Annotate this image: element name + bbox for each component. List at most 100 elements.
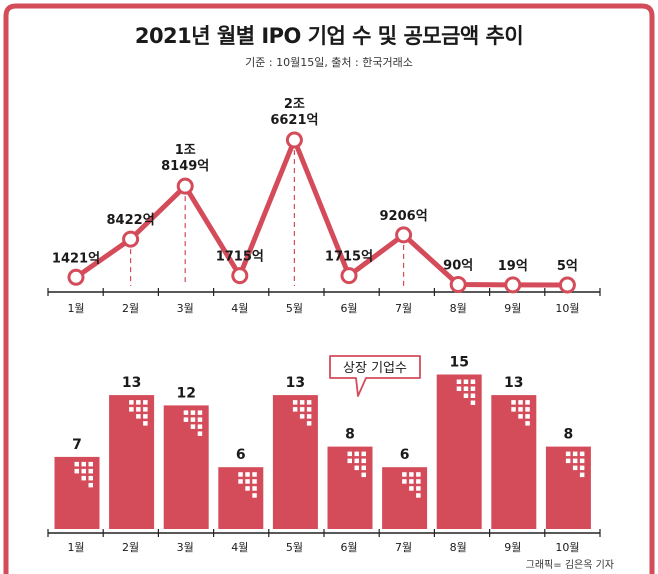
window-square	[129, 407, 134, 412]
window-square	[299, 407, 305, 412]
x-tick-label: 5월	[286, 302, 303, 315]
window-square	[354, 465, 359, 471]
window-square	[525, 400, 530, 405]
x-tick-label: 3월	[177, 541, 194, 554]
chart-subtitle: 기준 : 10월15일, 출처 : 한국거래소	[245, 56, 413, 69]
line-chart: 1421억 8422억 1조 8149억 1715억 2조 6621억 1715억 9206억 9…	[47, 97, 601, 315]
x-tick-label: 7월	[395, 541, 412, 554]
window-square	[190, 417, 196, 422]
frame-border	[3, 3, 655, 574]
data-label-line: 8149억	[161, 159, 209, 174]
bar-value-label: 12	[176, 385, 195, 401]
window-square	[252, 493, 257, 498]
callout-text: 상장 기업수	[343, 361, 407, 376]
window-square	[354, 458, 359, 464]
window-square	[245, 472, 250, 477]
window-square	[409, 472, 414, 477]
data-point-marker	[122, 230, 140, 248]
x-tick-label: 10월	[555, 541, 579, 554]
window-square	[470, 386, 476, 391]
window-square	[292, 407, 298, 412]
window-square	[136, 407, 141, 412]
data-label: 1715억	[325, 250, 373, 265]
window-square	[572, 465, 578, 471]
window-square	[579, 458, 585, 464]
window-square	[136, 400, 141, 405]
bar-chart: 7 13 12 6 13 8 6 15 13 8 1월 2월 3월 4월 5월 6월 7월 8월 9월 10월 상장 기…	[47, 355, 601, 554]
window-square	[565, 458, 571, 464]
ipo-count-bar	[54, 456, 100, 529]
data-point-marker	[176, 177, 194, 195]
window-square	[306, 407, 312, 412]
window-square	[299, 400, 305, 405]
chart-title: 2021년 월별 IPO 기업 수 및 공모금액 추이	[134, 24, 524, 48]
window-square	[402, 479, 407, 484]
building-windows-icon	[74, 461, 93, 488]
x-tick-label: 9월	[504, 541, 521, 554]
window-square	[143, 407, 148, 412]
window-square	[456, 386, 462, 391]
window-square	[245, 486, 250, 491]
data-point-marker	[340, 267, 358, 285]
window-square	[306, 421, 312, 426]
window-square	[197, 410, 203, 415]
data-label: 1715억	[216, 250, 264, 265]
window-square	[416, 486, 421, 491]
window-square	[88, 461, 93, 467]
bar-value-label: 8	[564, 427, 574, 443]
building-windows-icon	[292, 400, 312, 426]
window-square	[143, 414, 148, 419]
x-tick-label: 5월	[286, 541, 303, 554]
bar-value-label: 6	[400, 447, 410, 463]
ipo-amount-line	[73, 137, 570, 288]
window-square	[525, 421, 530, 426]
x-tick-label: 1월	[67, 541, 84, 554]
data-point-marker	[395, 226, 413, 244]
window-square	[190, 410, 196, 415]
window-square	[572, 458, 578, 464]
window-square	[416, 479, 421, 484]
ipo-count-bar	[218, 467, 264, 529]
window-square	[81, 461, 86, 467]
window-square	[183, 410, 189, 415]
building-windows-icon	[565, 451, 585, 478]
window-square	[579, 465, 585, 471]
window-square	[416, 493, 421, 498]
data-point-marker	[558, 276, 576, 294]
window-square	[129, 400, 134, 405]
window-square	[190, 424, 196, 429]
ipo-count-bar	[163, 405, 209, 529]
window-square	[511, 407, 516, 412]
window-square	[245, 479, 250, 484]
data-label: 5억	[557, 259, 578, 274]
window-square	[463, 393, 469, 398]
data-label-line: 2조	[284, 97, 305, 112]
data-label: 9206억	[380, 209, 428, 224]
window-square	[197, 431, 203, 436]
bar-value-label: 7	[72, 437, 82, 453]
window-square	[518, 414, 523, 419]
window-square	[81, 468, 86, 474]
window-square	[525, 414, 530, 419]
data-point-marker	[285, 131, 303, 149]
window-square	[361, 465, 366, 471]
data-label: 1421억	[52, 251, 100, 266]
window-square	[361, 458, 366, 464]
x-tick-label: 6월	[340, 541, 357, 554]
window-square	[238, 472, 243, 477]
data-point-marker	[449, 276, 467, 294]
x-tick-label: 2월	[122, 302, 139, 315]
building-windows-icon	[456, 379, 476, 405]
window-square	[347, 458, 352, 464]
window-square	[292, 400, 298, 405]
bar-value-label: 15	[449, 355, 468, 371]
bar-value-label: 8	[345, 427, 355, 443]
window-square	[361, 472, 366, 478]
window-square	[88, 482, 93, 488]
ipo-count-bar	[382, 467, 428, 529]
window-square	[347, 451, 352, 457]
data-label: 19억	[498, 259, 528, 274]
building-windows-icon	[183, 410, 203, 436]
window-square	[456, 379, 462, 384]
